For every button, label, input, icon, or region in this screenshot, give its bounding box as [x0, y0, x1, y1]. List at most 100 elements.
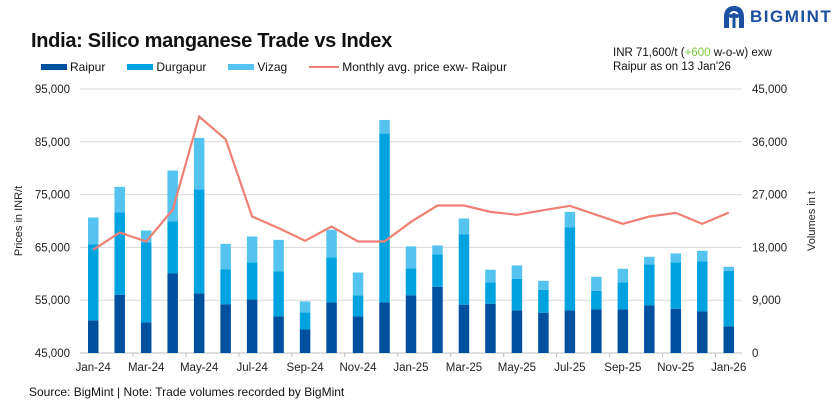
legend-item-price: Monthly avg. price exw- Raipur	[309, 60, 507, 74]
legend-swatch	[41, 64, 67, 70]
x-tick-label: Mar-25	[446, 362, 482, 374]
bar-raipur	[379, 302, 390, 353]
bar-durgapur	[617, 282, 629, 310]
bar-raipur	[617, 309, 629, 353]
legend-item-raipur: Raipur	[41, 60, 105, 74]
y-tick-label: 95,000	[35, 84, 70, 96]
bar-vizag	[697, 250, 708, 262]
bar-durgapur	[511, 278, 523, 311]
bar-durgapur	[538, 289, 549, 313]
bar-durgapur	[352, 295, 364, 317]
price-info: INR 71,600/t (+600 w-o-w) exw Raipur as …	[613, 46, 772, 74]
bar-durgapur	[670, 262, 682, 309]
bar-raipur	[193, 293, 205, 353]
y2-tick-label: 0	[752, 348, 758, 360]
bar-durgapur	[564, 227, 576, 311]
bar-durgapur	[644, 264, 655, 306]
bigmint-logo: BIGMINT	[723, 5, 832, 29]
bar-vizag	[405, 246, 417, 269]
bar-durgapur	[87, 244, 99, 321]
legend-label: Monthly avg. price exw- Raipur	[342, 60, 507, 74]
x-tick-label: Nov-25	[657, 362, 694, 374]
price-info-date: Raipur as on 13 Jan'26	[613, 61, 731, 73]
bar-vizag	[617, 268, 629, 283]
bar-vizag	[352, 272, 364, 296]
x-tick-label: May-25	[498, 362, 536, 374]
bar-vizag	[273, 239, 284, 272]
bar-vizag	[511, 265, 523, 279]
bar-raipur	[485, 303, 496, 353]
price-change: +600	[684, 47, 711, 59]
source-note: Source: BigMint | Note: Trade volumes re…	[29, 385, 345, 399]
bar-durgapur	[246, 262, 258, 300]
price-line	[92, 114, 730, 251]
logo-icon	[724, 6, 744, 28]
bar-vizag	[670, 253, 682, 263]
bar-durgapur	[458, 234, 470, 305]
x-tick-label: Jul-25	[554, 362, 585, 374]
x-tick-label: Sep-25	[604, 362, 641, 374]
bar-vizag	[458, 218, 470, 235]
bar-durgapur	[432, 254, 443, 287]
bar-raipur	[432, 286, 443, 353]
bar-raipur	[273, 316, 284, 353]
bar-durgapur	[723, 270, 735, 327]
bar-vizag	[644, 256, 655, 265]
bar-raipur	[511, 310, 523, 353]
bar-durgapur	[485, 282, 496, 304]
x-tick-label: Mar-24	[128, 362, 165, 374]
x-tick-label: Jul-24	[236, 362, 268, 374]
bar-raipur	[670, 308, 682, 353]
bar-durgapur	[193, 189, 205, 294]
bar-raipur	[114, 294, 125, 353]
bar-durgapur	[697, 261, 708, 312]
bar-vizag	[299, 301, 311, 313]
bar-raipur	[564, 310, 576, 353]
bar-raipur	[220, 304, 231, 353]
y2-axis-label: Volumes in t	[806, 191, 818, 251]
y2-tick-label: 45,000	[752, 84, 787, 96]
bar-raipur	[697, 311, 708, 353]
price-info-prefix: INR 71,600/t (	[613, 47, 685, 59]
legend-swatch	[127, 64, 154, 70]
bar-raipur	[723, 326, 735, 353]
legend-item-vizag: Vizag	[228, 60, 287, 74]
y-axis-label: Prices in INR/t	[13, 186, 25, 256]
bar-raipur	[644, 305, 655, 353]
x-tick-label: Jan-26	[711, 362, 746, 374]
bar-durgapur	[114, 212, 125, 295]
legend-item-durgapur: Durgapur	[127, 60, 206, 74]
x-tick-label: May-24	[180, 362, 219, 374]
legend-line	[309, 66, 340, 68]
legend: Raipur Durgapur Vizag Monthly avg. price…	[41, 60, 529, 74]
bar-durgapur	[379, 133, 390, 303]
x-tick-label: Nov-24	[340, 362, 378, 374]
bar-vizag	[485, 269, 496, 283]
x-tick-label: Jan-25	[393, 362, 428, 374]
bar-durgapur	[405, 268, 417, 296]
bar-raipur	[352, 316, 364, 353]
bar-raipur	[538, 312, 549, 353]
bar-raipur	[246, 299, 258, 353]
bar-vizag	[723, 266, 735, 271]
bar-vizag	[140, 230, 152, 243]
bar-vizag	[432, 245, 443, 255]
x-tick-label: Jan-24	[76, 362, 112, 374]
bar-vizag	[564, 211, 576, 228]
bar-raipur	[591, 309, 602, 353]
bar-vizag	[193, 137, 205, 190]
bar-vizag	[591, 276, 602, 291]
bar-vizag	[114, 186, 125, 213]
bar-durgapur	[167, 221, 178, 274]
legend-label: Durgapur	[156, 60, 207, 74]
bar-durgapur	[220, 269, 231, 305]
price-info-suffix: w-o-w) exw	[710, 47, 772, 59]
y-tick-label: 75,000	[35, 190, 70, 202]
legend-swatch	[228, 64, 255, 70]
bar-vizag	[87, 217, 99, 245]
bar-raipur	[299, 329, 311, 353]
y-tick-label: 45,000	[35, 348, 70, 360]
chart-title: India: Silico manganese Trade vs Index	[31, 30, 392, 52]
bar-raipur	[140, 322, 152, 353]
